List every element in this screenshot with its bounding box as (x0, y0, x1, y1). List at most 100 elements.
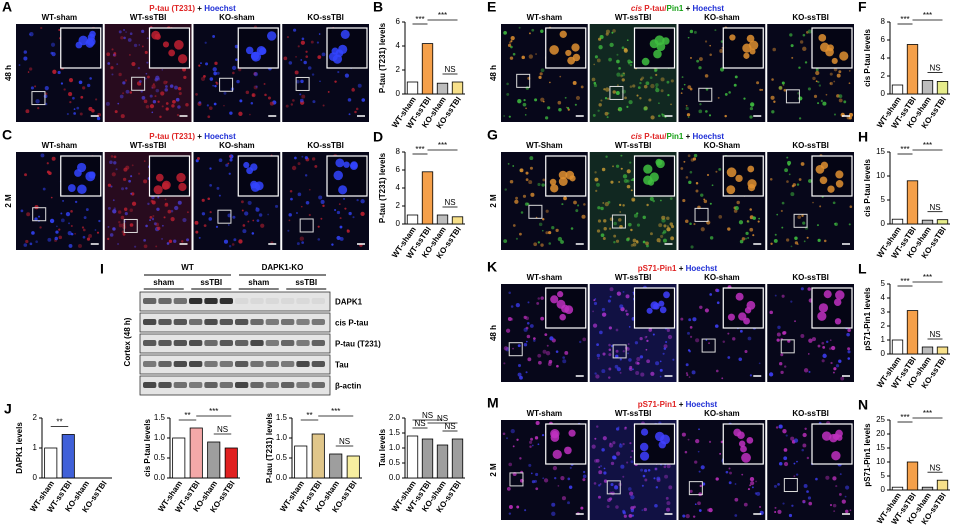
cell (609, 42, 614, 48)
cell (166, 81, 168, 83)
cell (689, 489, 693, 493)
cell (829, 339, 832, 341)
band (219, 382, 233, 388)
cell (668, 485, 673, 490)
cell (208, 106, 213, 110)
inset-cell (155, 173, 164, 182)
cell (683, 83, 686, 86)
cell (557, 484, 560, 487)
cell (50, 51, 54, 55)
cell (320, 199, 325, 204)
panel-letter: G (487, 127, 498, 143)
cell (778, 424, 783, 429)
cell (314, 164, 318, 168)
panel-title: pS71-Pin1 + Hoechst (638, 264, 718, 273)
cell (829, 81, 833, 86)
cell (506, 92, 510, 96)
cell (780, 370, 784, 375)
cell (554, 476, 557, 480)
cell (503, 115, 506, 117)
cell (317, 225, 320, 228)
cell (70, 210, 73, 213)
cell (611, 31, 614, 34)
cell (583, 470, 586, 474)
cell (154, 78, 158, 82)
cell (629, 365, 633, 369)
band (311, 382, 325, 388)
cell (125, 89, 130, 94)
cell (534, 98, 538, 102)
cell (95, 98, 98, 101)
cell (568, 485, 573, 489)
cell (603, 467, 606, 470)
inset-cell (738, 312, 747, 321)
cell (666, 80, 670, 84)
cell (525, 340, 528, 343)
cell (66, 112, 69, 116)
cell (655, 87, 660, 93)
panel-letter: J (4, 401, 12, 417)
cell (602, 202, 605, 204)
cell (528, 32, 531, 35)
cell (777, 325, 781, 330)
cell (684, 450, 688, 454)
cell (198, 64, 201, 67)
cell (200, 76, 206, 82)
band (311, 298, 325, 304)
cell (139, 83, 142, 86)
cell (783, 456, 788, 461)
cell (808, 179, 812, 183)
cell (177, 105, 181, 109)
cell (606, 505, 610, 509)
band (235, 340, 249, 346)
cell (684, 219, 689, 224)
cell (666, 227, 671, 232)
cell (821, 359, 825, 363)
cell (623, 514, 627, 518)
inset-cell (832, 433, 840, 441)
cell (770, 95, 775, 100)
cell (159, 115, 162, 119)
cell (110, 155, 114, 158)
cell (155, 245, 158, 248)
sig-label: NS (444, 198, 455, 207)
cell (838, 94, 843, 99)
cell (120, 114, 125, 119)
cell (619, 371, 622, 374)
cell (773, 100, 776, 103)
cell (631, 449, 634, 453)
cell (312, 100, 316, 104)
cell (685, 372, 688, 375)
cell (530, 192, 535, 197)
cell (134, 245, 137, 248)
cell (612, 165, 614, 168)
cell (728, 467, 731, 470)
cell (149, 94, 153, 98)
y-tick-label: 10 (876, 457, 885, 466)
cell (318, 195, 323, 200)
cell (802, 443, 807, 448)
cell (682, 198, 686, 203)
cell (685, 106, 689, 111)
cell (629, 491, 634, 496)
y-tick-label: 2 (396, 65, 401, 74)
band (189, 361, 203, 367)
cell (344, 207, 347, 210)
cell (793, 462, 796, 465)
cell (603, 471, 607, 475)
cell (695, 439, 700, 444)
cell (599, 483, 602, 485)
inset-cell (243, 161, 250, 169)
cell (612, 29, 616, 33)
cell (214, 84, 217, 88)
cell (658, 102, 660, 104)
cell (317, 238, 321, 241)
cell (69, 101, 72, 104)
cell (269, 101, 274, 106)
cell (642, 215, 646, 220)
cell (56, 225, 58, 228)
inset-cell (656, 159, 665, 169)
cell (107, 183, 112, 187)
inset-cell (639, 442, 649, 452)
band (219, 340, 233, 346)
